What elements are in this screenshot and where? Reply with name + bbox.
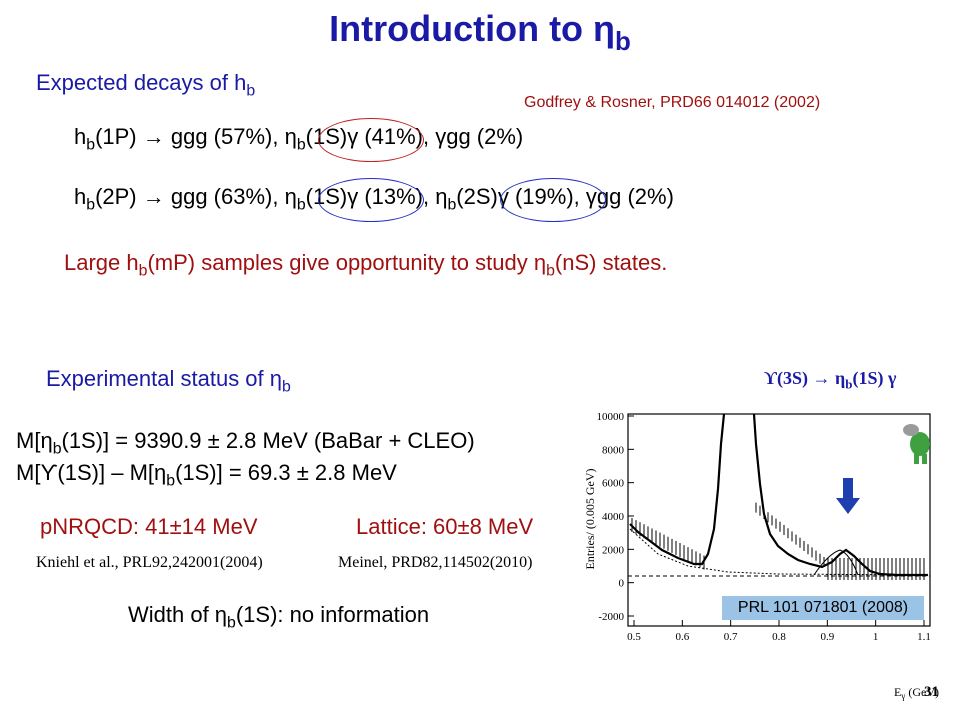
y-tick-label: 4000 xyxy=(602,511,625,523)
mass-line-1: M[ηb(1S)] = 9390.9 ± 2.8 MeV (BaBar + CL… xyxy=(16,428,576,454)
reference-godfrey: Godfrey & Rosner, PRD66 014012 (2002) xyxy=(524,94,821,111)
expected-sub: b xyxy=(246,82,256,100)
large-a: Large h xyxy=(64,250,139,275)
decay-line-1p: hb(1P) → ggg (57%), ηb(1S)γ (41%), γgg (… xyxy=(74,124,523,153)
lattice-prediction: Lattice: 60±8 MeV xyxy=(356,514,534,539)
experimental-sub: b xyxy=(282,378,291,396)
decay1-eta-sub: b xyxy=(296,136,306,154)
width-sub: b xyxy=(227,614,236,632)
x-axis-label: Eγ (GeV) xyxy=(894,685,939,701)
highlight-ellipse-blue-1 xyxy=(318,178,424,222)
expected-decays-heading: Expected decays of hb xyxy=(36,70,255,99)
y-tick-label: 10000 xyxy=(597,411,625,423)
decay1-eta: η xyxy=(284,124,297,149)
arrow-down-icon xyxy=(836,498,860,514)
decay2-h: h xyxy=(74,184,87,209)
title-sub: b xyxy=(615,28,631,57)
decay1-h: h xyxy=(74,124,87,149)
error-bars xyxy=(631,502,925,580)
highlight-ellipse-blue-2 xyxy=(500,178,606,222)
decay2-eta2: η xyxy=(435,184,448,209)
data-curve xyxy=(629,413,928,577)
upsilon-sub: b xyxy=(845,376,853,392)
plot-legend-reference: PRL 101 071801 (2008) xyxy=(722,596,924,620)
spectrum-plot: 10000 8000 6000 4000 2000 0 -2000 0.5 0.6 0.7 0.8… xyxy=(578,404,950,704)
decay2-h-sub: b xyxy=(86,196,96,214)
upsilon-decay-label: ϒ(3S) → ηb(1S) γ xyxy=(764,368,897,392)
expected-text: Expected decays of h xyxy=(36,70,247,95)
decay2-ggg: (2P) → ggg (63%), xyxy=(95,184,285,209)
decay2-eta1: η xyxy=(284,184,297,209)
x-tick-label: 1.1 xyxy=(917,631,931,643)
page-title: Introduction to ηb xyxy=(0,8,960,55)
x-tick-label: 0.6 xyxy=(675,631,689,643)
x-label-sub: γ xyxy=(900,691,905,701)
y-tick-label: 0 xyxy=(619,578,625,590)
slide-number: 31 xyxy=(924,684,939,700)
decay2-eta2-sub: b xyxy=(447,196,457,214)
reference-meinel: Meinel, PRD82,114502(2010) xyxy=(338,554,533,571)
x-tick-label: 1 xyxy=(873,631,879,643)
large-eta: η xyxy=(533,250,547,275)
large-eta-sub: b xyxy=(546,262,555,280)
spectrum-svg: 10000 8000 6000 4000 2000 0 -2000 0.5 0.6 0.7 0.8… xyxy=(583,411,939,701)
mass1-a: M[η xyxy=(16,428,53,453)
reference-kniehl: Kniehl et al., PRL92,242001(2004) xyxy=(36,554,263,571)
width-b: (1S): no information xyxy=(235,602,430,627)
plot-frame xyxy=(627,413,931,627)
y-ticks: 10000 8000 6000 4000 2000 0 -2000 xyxy=(597,411,634,623)
large-samples-text: Large hb(mP) samples give opportunity to… xyxy=(64,250,668,279)
x-label-unit: (GeV) xyxy=(905,685,939,699)
width-statement: Width of ηb(1S): no information xyxy=(128,602,430,631)
background-curve xyxy=(629,528,929,576)
x-label-e: E xyxy=(894,685,901,699)
experimental-heading: Experimental status of ηb xyxy=(46,366,291,395)
x-tick-label: 0.8 xyxy=(772,631,786,643)
upsilon-a: ϒ(3S) → η xyxy=(764,368,846,388)
highlight-ellipse-red xyxy=(318,118,424,162)
large-d: (nS) states. xyxy=(554,250,668,275)
large-b: (mP) samples give opportunity to study xyxy=(147,250,534,275)
mass-line-2: M[ϒ(1S)] – M[ηb(1S)] = 69.3 ± 2.8 MeV xyxy=(16,460,397,489)
mass1-sub: b xyxy=(52,440,62,454)
width-a: Width of η xyxy=(128,602,228,627)
y-tick-label: 8000 xyxy=(602,444,625,456)
mass2-b: (1S)] = 69.3 ± 2.8 MeV xyxy=(175,460,397,485)
decay1-h-sub: b xyxy=(86,136,96,154)
experimental-text: Experimental status of η xyxy=(46,366,283,391)
large-a-sub: b xyxy=(138,262,148,280)
x-ticks: 0.5 0.6 0.7 0.8 0.9 1 1.1 xyxy=(627,620,931,643)
y-axis-label: Entries/ (0.005 GeV) xyxy=(583,469,597,570)
arrow-shaft xyxy=(843,478,853,498)
x-tick-label: 0.5 xyxy=(627,631,641,643)
pnrqcd-prediction: pNRQCD: 41±14 MeV xyxy=(40,514,258,539)
y-tick-label: 2000 xyxy=(602,544,625,556)
x-tick-label: 0.7 xyxy=(724,631,738,643)
mascot-icon xyxy=(903,424,930,464)
signal-peak-curve xyxy=(813,549,859,576)
y-tick-label: 6000 xyxy=(602,478,625,490)
decay1-ggg: (1P) → ggg (57%), xyxy=(95,124,285,149)
title-eta: η xyxy=(593,8,616,49)
mass1-b: (1S)] = 9390.9 ± 2.8 MeV (BaBar + CLEO) xyxy=(61,428,475,453)
x-tick-label: 0.9 xyxy=(820,631,834,643)
decay2-eta1-sub: b xyxy=(296,196,306,214)
y-tick-label: -2000 xyxy=(598,611,624,623)
upsilon-b: (1S) γ xyxy=(852,368,897,388)
mass2-a: M[ϒ(1S)] – M[η xyxy=(16,460,167,485)
title-text: Introduction to xyxy=(329,8,594,49)
mass2-sub: b xyxy=(166,472,176,490)
